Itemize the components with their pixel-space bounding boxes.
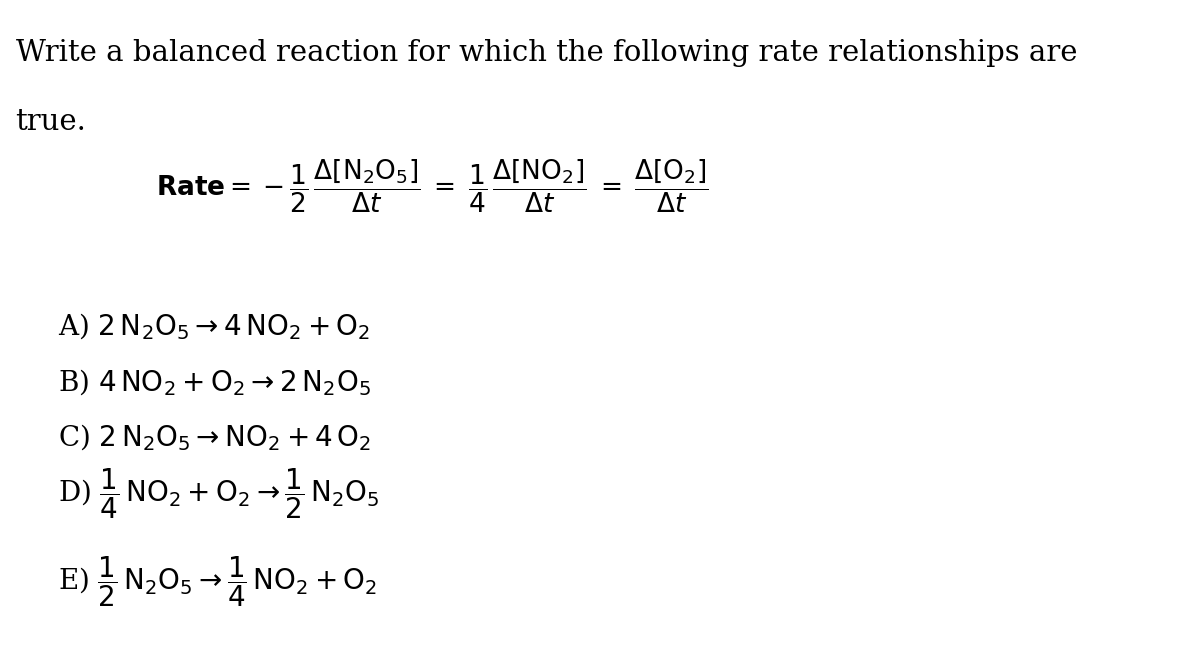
Text: E) $\dfrac{1}{2}\,\mathrm{N_2O_5} \rightarrow \dfrac{1}{4}\,\mathrm{NO_2} + \mat: E) $\dfrac{1}{2}\,\mathrm{N_2O_5} \right… (58, 555, 377, 610)
Text: A) $2\,\mathrm{N_2O_5} \rightarrow 4\,\mathrm{NO_2} + \mathrm{O_2}$: A) $2\,\mathrm{N_2O_5} \rightarrow 4\,\m… (58, 312, 370, 342)
Text: $\mathbf{Rate} = -\dfrac{1}{2}\,\dfrac{\Delta[\mathrm{N_2O_5}]}{\Delta t}\;=\;\d: $\mathbf{Rate} = -\dfrac{1}{2}\,\dfrac{\… (156, 158, 709, 215)
Text: B) $4\,\mathrm{NO_2} + \mathrm{O_2} \rightarrow 2\,\mathrm{N_2O_5}$: B) $4\,\mathrm{NO_2} + \mathrm{O_2} \rig… (58, 368, 371, 398)
Text: D) $\dfrac{1}{4}\,\mathrm{NO_2} + \mathrm{O_2} \rightarrow \dfrac{1}{2}\,\mathrm: D) $\dfrac{1}{4}\,\mathrm{NO_2} + \mathr… (58, 466, 379, 521)
Text: true.: true. (16, 108, 86, 136)
Text: Write a balanced reaction for which the following rate relationships are: Write a balanced reaction for which the … (16, 39, 1078, 67)
Text: C) $2\,\mathrm{N_2O_5} \rightarrow \mathrm{NO_2} + 4\,\mathrm{O_2}$: C) $2\,\mathrm{N_2O_5} \rightarrow \math… (58, 423, 371, 453)
